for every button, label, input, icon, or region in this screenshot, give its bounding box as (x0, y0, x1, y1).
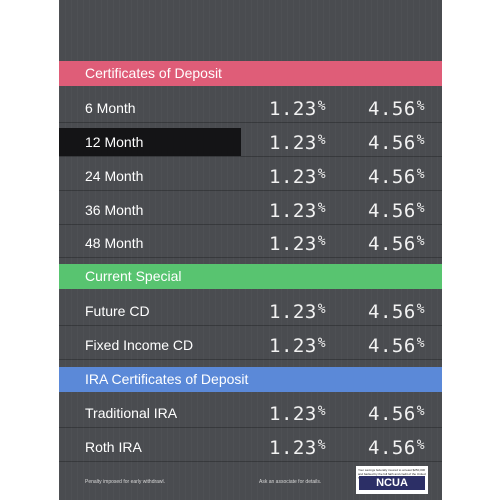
rate-value-1: 1.23% (269, 301, 327, 323)
rate-value-2: 4.56% (368, 166, 426, 188)
rate-row-36-month: 36 Month 1.23% 4.56% (59, 196, 442, 225)
rate-board: Certificates of Deposit 6 Month 1.23% 4.… (59, 0, 442, 500)
rate-row-label: 48 Month (85, 235, 144, 251)
rate-row-label: 24 Month (85, 168, 144, 184)
rate-value-1: 1.23% (269, 98, 327, 120)
rate-row-label: Fixed Income CD (85, 337, 194, 353)
rate-value-1: 1.23% (269, 200, 327, 222)
rate-row-roth-ira: Roth IRA 1.23% 4.56% (59, 433, 442, 462)
rate-row-6-month: 6 Month 1.23% 4.56% (59, 94, 442, 123)
section-header-cd: Certificates of Deposit (59, 61, 442, 86)
rate-row-fixed-income-cd: Fixed Income CD 1.23% 4.56% (59, 331, 442, 360)
ncua-fine-print: Your savings federally insured to at lea… (358, 468, 426, 480)
rate-value-1: 1.23% (269, 166, 327, 188)
rate-value-2: 4.56% (368, 301, 426, 323)
rate-value-2: 4.56% (368, 335, 426, 357)
section-header-special: Current Special (59, 264, 442, 289)
rate-row-label: 36 Month (85, 202, 144, 218)
footer-ask-note: Ask an associate for details. (259, 479, 322, 485)
ncua-label: NCUA (359, 476, 425, 490)
rate-row-label: 12 Month (59, 128, 241, 156)
rate-row-label: 6 Month (85, 100, 136, 116)
rate-row-24-month: 24 Month 1.23% 4.56% (59, 162, 442, 191)
rate-value-2: 4.56% (368, 233, 426, 255)
rate-row-12-month: 12 Month 1.23% 4.56% (59, 128, 442, 157)
rate-row-label: Future CD (85, 303, 150, 319)
rate-value-2: 4.56% (368, 403, 426, 425)
rate-value-2: 4.56% (368, 98, 426, 120)
rate-value-1: 1.23% (269, 437, 327, 459)
rate-value-2: 4.56% (368, 200, 426, 222)
rate-value-1: 1.23% (269, 403, 327, 425)
rate-value-1: 1.23% (269, 132, 327, 154)
rate-value-1: 1.23% (269, 335, 327, 357)
ncua-logo: Your savings federally insured to at lea… (356, 466, 428, 494)
section-header-ira: IRA Certificates of Deposit (59, 367, 442, 392)
footer-penalty-note: Penalty imposed for early withdrawl. (85, 479, 166, 485)
rate-value-2: 4.56% (368, 132, 426, 154)
rate-row-traditional-ira: Traditional IRA 1.23% 4.56% (59, 399, 442, 428)
rate-value-2: 4.56% (368, 437, 426, 459)
rate-row-label: Traditional IRA (85, 405, 178, 421)
rate-row-future-cd: Future CD 1.23% 4.56% (59, 297, 442, 326)
rate-row-48-month: 48 Month 1.23% 4.56% (59, 229, 442, 258)
rate-row-label: Roth IRA (85, 439, 142, 455)
rate-value-1: 1.23% (269, 233, 327, 255)
